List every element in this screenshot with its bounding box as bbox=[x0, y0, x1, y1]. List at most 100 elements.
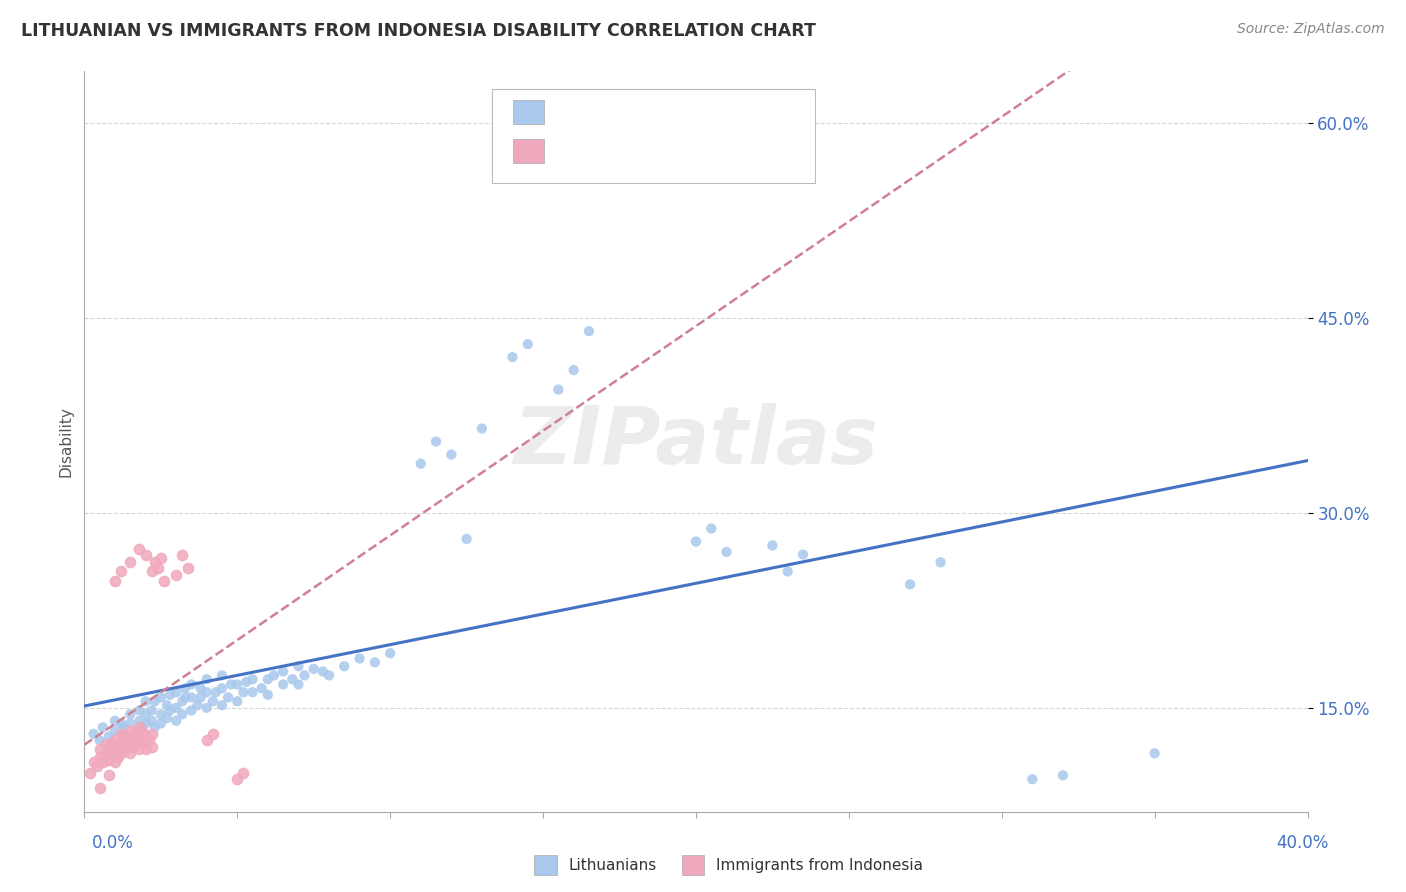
Point bbox=[180, 677, 202, 691]
Point bbox=[217, 690, 239, 705]
Point bbox=[211, 698, 233, 713]
Point bbox=[174, 690, 197, 705]
Point bbox=[156, 711, 179, 725]
Point bbox=[195, 672, 218, 686]
Point bbox=[115, 730, 138, 744]
Point bbox=[333, 659, 356, 673]
Point bbox=[201, 694, 224, 708]
Point bbox=[107, 750, 129, 764]
Point bbox=[172, 548, 194, 562]
Point bbox=[120, 730, 142, 744]
Point bbox=[761, 538, 783, 552]
Point bbox=[242, 685, 264, 699]
Point bbox=[94, 746, 117, 760]
Point bbox=[165, 685, 187, 699]
Point bbox=[219, 677, 242, 691]
Point bbox=[180, 690, 202, 705]
Text: N = 94: N = 94 bbox=[689, 101, 756, 119]
Point bbox=[226, 772, 249, 787]
Text: Immigrants from Indonesia: Immigrants from Indonesia bbox=[716, 858, 922, 872]
Point bbox=[91, 720, 114, 734]
Point bbox=[89, 733, 111, 747]
Point bbox=[195, 685, 218, 699]
Point bbox=[89, 750, 111, 764]
Point bbox=[516, 337, 538, 351]
Text: ZIPatlas: ZIPatlas bbox=[513, 402, 879, 481]
Point bbox=[131, 737, 153, 751]
Point bbox=[135, 730, 157, 744]
Point bbox=[578, 324, 600, 338]
Point bbox=[125, 727, 148, 741]
Point bbox=[302, 662, 325, 676]
Point bbox=[143, 694, 166, 708]
Point bbox=[898, 577, 921, 591]
Point bbox=[112, 742, 135, 756]
Point bbox=[186, 698, 208, 713]
Point bbox=[929, 555, 952, 569]
Point bbox=[502, 350, 524, 364]
Point bbox=[131, 724, 153, 739]
Point bbox=[180, 703, 202, 717]
Point bbox=[120, 716, 142, 731]
Point bbox=[89, 781, 111, 796]
Point bbox=[312, 665, 335, 679]
Point bbox=[120, 737, 142, 751]
Point bbox=[110, 746, 132, 760]
Point bbox=[149, 707, 172, 722]
Point bbox=[190, 690, 212, 705]
Point bbox=[104, 724, 127, 739]
Point bbox=[128, 703, 150, 717]
Point bbox=[159, 688, 181, 702]
Point bbox=[135, 548, 157, 562]
Point bbox=[128, 720, 150, 734]
Point bbox=[149, 690, 172, 705]
Point bbox=[1021, 772, 1043, 787]
Point bbox=[143, 555, 166, 569]
Point bbox=[97, 768, 120, 782]
Text: Source: ZipAtlas.com: Source: ZipAtlas.com bbox=[1237, 22, 1385, 37]
Point bbox=[107, 739, 129, 754]
Point bbox=[110, 737, 132, 751]
Point bbox=[562, 363, 585, 377]
Point bbox=[263, 668, 285, 682]
Point bbox=[776, 565, 799, 579]
Point bbox=[141, 703, 163, 717]
Point bbox=[271, 665, 294, 679]
Point bbox=[156, 698, 179, 713]
Point bbox=[716, 545, 738, 559]
Text: N = 59: N = 59 bbox=[689, 140, 756, 158]
Point bbox=[700, 522, 723, 536]
Point bbox=[294, 668, 316, 682]
Point bbox=[120, 555, 142, 569]
Point bbox=[205, 685, 228, 699]
Point bbox=[104, 574, 127, 588]
Point bbox=[685, 534, 707, 549]
Y-axis label: Disability: Disability bbox=[58, 406, 73, 477]
Point bbox=[135, 742, 157, 756]
Point bbox=[79, 765, 101, 780]
Point bbox=[101, 737, 124, 751]
Text: Lithuanians: Lithuanians bbox=[568, 858, 657, 872]
Point bbox=[172, 694, 194, 708]
Point bbox=[138, 733, 160, 747]
Point bbox=[89, 742, 111, 756]
Point bbox=[101, 746, 124, 760]
Point bbox=[281, 672, 304, 686]
Point bbox=[135, 716, 157, 731]
Point bbox=[242, 672, 264, 686]
Point bbox=[257, 688, 280, 702]
Point bbox=[349, 651, 371, 665]
Text: 0.0%: 0.0% bbox=[91, 834, 134, 852]
Point bbox=[1052, 768, 1074, 782]
Point bbox=[128, 742, 150, 756]
Point bbox=[409, 457, 432, 471]
Point bbox=[201, 727, 224, 741]
Point bbox=[165, 714, 187, 728]
Point bbox=[112, 720, 135, 734]
Point bbox=[211, 668, 233, 682]
Point bbox=[257, 672, 280, 686]
Point bbox=[120, 746, 142, 760]
Point bbox=[232, 765, 254, 780]
Point bbox=[94, 737, 117, 751]
Text: LITHUANIAN VS IMMIGRANTS FROM INDONESIA DISABILITY CORRELATION CHART: LITHUANIAN VS IMMIGRANTS FROM INDONESIA … bbox=[21, 22, 815, 40]
